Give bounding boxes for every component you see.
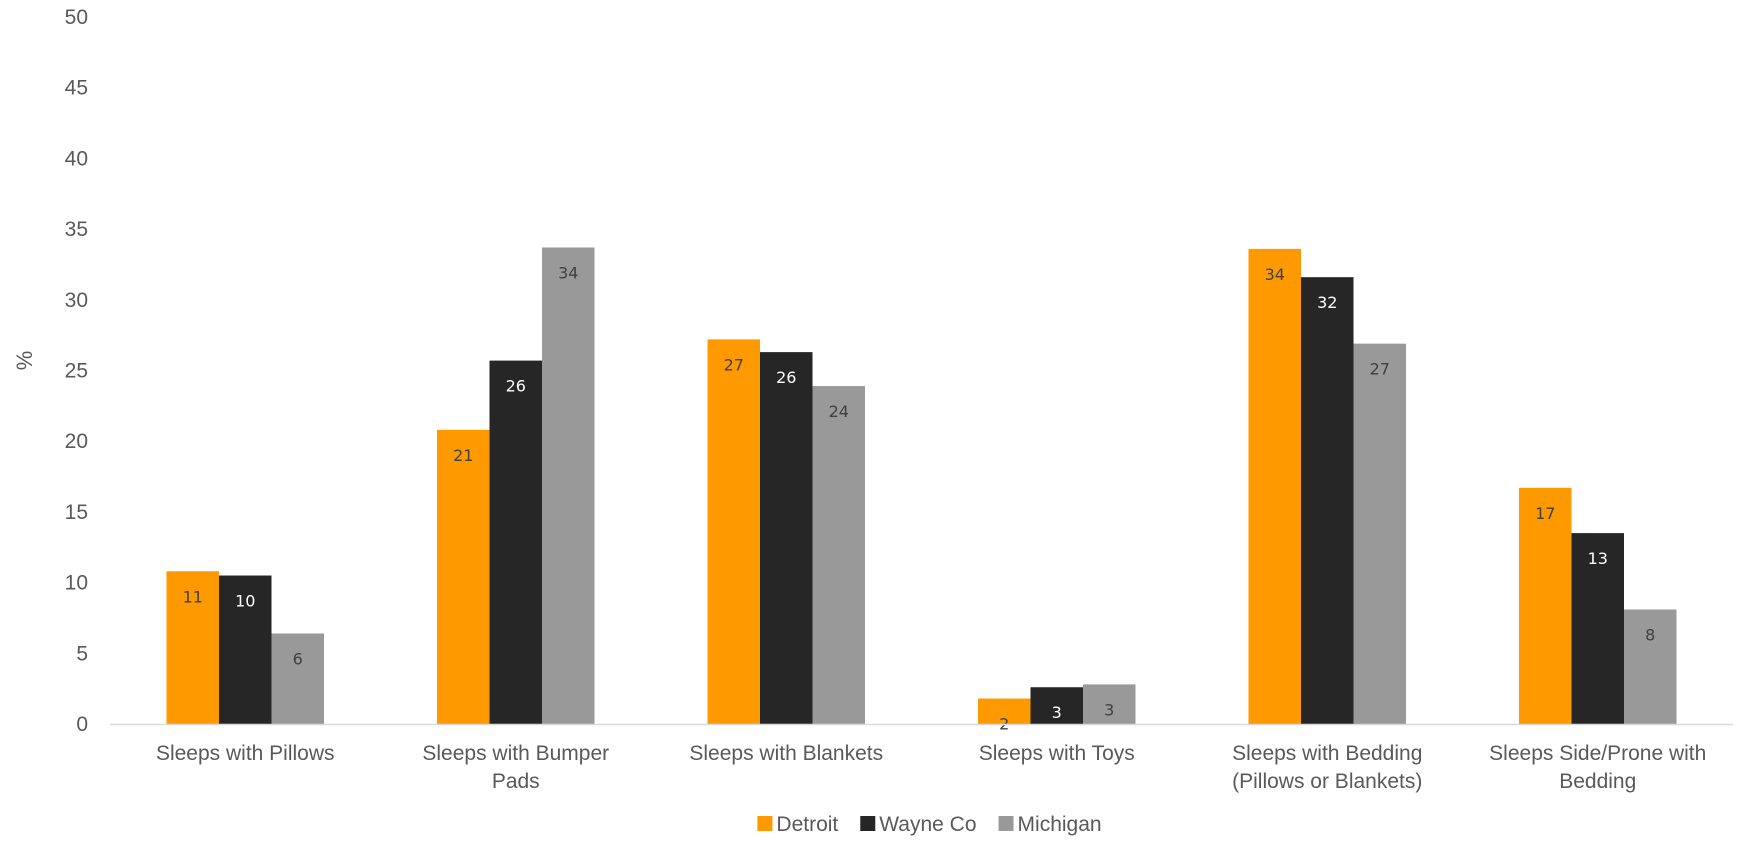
y-tick-label: 25: [65, 360, 88, 383]
data-label: 34: [558, 263, 578, 282]
y-tick-label: 20: [65, 430, 88, 453]
y-tick-label: 5: [76, 642, 88, 665]
legend-swatch: [998, 816, 1014, 831]
data-label: 26: [776, 368, 796, 387]
legend-label: Michigan: [1018, 813, 1102, 836]
bar: [542, 247, 595, 724]
x-tick-label: Sleeps with Toys: [979, 742, 1135, 765]
data-label: 27: [1370, 360, 1390, 379]
data-label: 11: [183, 587, 203, 606]
bar: [812, 386, 865, 724]
legend: Detroit Wayne Co Michigan: [757, 813, 1102, 836]
x-tick-label: Sleeps with Pillows: [156, 742, 335, 765]
data-label: 32: [1317, 293, 1337, 312]
y-tick-label: 10: [65, 572, 88, 595]
data-label: 13: [1588, 549, 1608, 568]
bar: [1519, 487, 1572, 724]
x-tick-label: Sleeps Side/Prone with Bedding: [1489, 742, 1706, 793]
bar: [219, 575, 272, 724]
legend-label: Wayne Co: [879, 813, 976, 836]
y-tick-label: 40: [65, 147, 88, 170]
x-tick-label: Sleeps with Bedding (Pillows or Blankets): [1232, 742, 1422, 793]
data-label: 24: [829, 402, 849, 421]
bar: [978, 698, 1031, 724]
x-axis: Sleeps with Pillows Sleeps with Bumper Pad…: [156, 742, 1706, 793]
bar: [760, 352, 813, 724]
bar: [1624, 609, 1677, 724]
bar: [1083, 684, 1136, 724]
y-axis: 0 5 10 15 20 25 30 35 40 45 50: [65, 6, 88, 736]
legend-label: Detroit: [776, 813, 838, 836]
data-label: 26: [506, 377, 526, 396]
y-tick-label: 35: [65, 218, 88, 241]
data-label: 6: [293, 650, 303, 669]
bar: [1301, 277, 1354, 724]
y-tick-label: 45: [65, 77, 88, 100]
data-label: 8: [1645, 625, 1655, 644]
x-tick-label: Sleeps with Bumper Pads: [422, 742, 609, 793]
y-tick-label: 50: [65, 6, 88, 29]
bar: [1030, 687, 1083, 724]
y-tick-label: 15: [65, 501, 88, 524]
data-label: 3: [1052, 703, 1062, 722]
bar: [489, 360, 542, 724]
bar: [271, 633, 324, 724]
y-tick-label: 0: [76, 713, 88, 736]
bar: [437, 429, 490, 724]
data-label: 27: [724, 355, 744, 374]
data-label: 34: [1265, 265, 1285, 284]
legend-swatch: [757, 816, 773, 831]
bar: [1353, 343, 1406, 724]
data-label: 21: [453, 446, 473, 465]
y-axis-title: %: [12, 351, 37, 371]
bar: [1571, 533, 1624, 724]
legend-swatch: [860, 816, 876, 831]
data-label: 3: [1104, 700, 1114, 719]
y-tick-label: 30: [65, 289, 88, 312]
bar: [1248, 248, 1301, 724]
bar: [707, 339, 760, 724]
data-label: 10: [235, 592, 255, 611]
bar: [166, 571, 219, 724]
data-label: 17: [1535, 504, 1555, 523]
x-tick-label: Sleeps with Blankets: [689, 742, 883, 765]
